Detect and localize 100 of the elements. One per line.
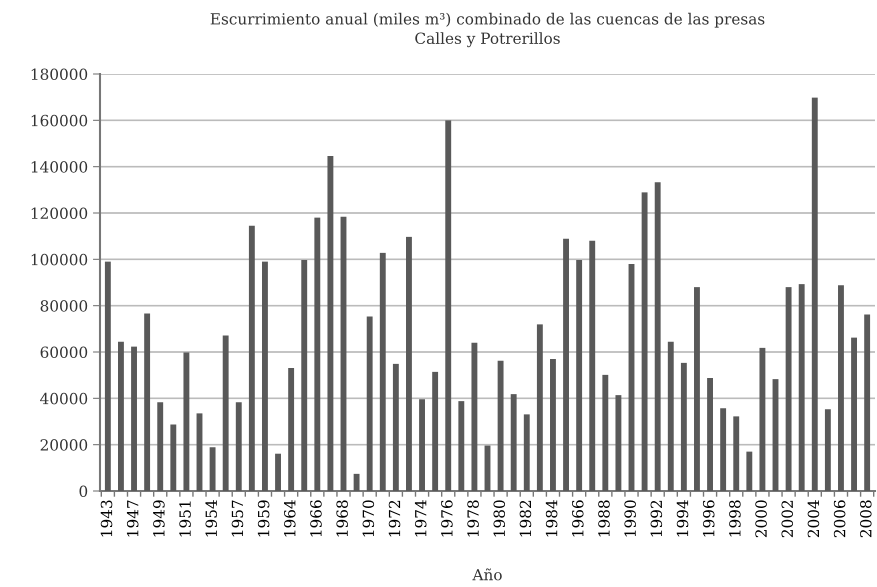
bar — [327, 156, 334, 491]
bar — [354, 474, 360, 491]
bar — [301, 260, 308, 491]
bar — [654, 182, 661, 491]
bar — [786, 287, 792, 491]
x-tick-label: 1976 — [441, 500, 453, 536]
bar — [733, 416, 740, 491]
bar — [380, 252, 386, 491]
bar — [838, 285, 844, 491]
bar — [615, 395, 622, 491]
bar — [157, 402, 164, 491]
x-tick-label: 1972 — [388, 500, 400, 536]
bar — [589, 240, 596, 491]
bar — [484, 446, 490, 491]
bar — [248, 226, 255, 491]
x-tick-label: 1982 — [520, 500, 532, 536]
bar — [824, 409, 831, 491]
x-tick-label: 1994 — [676, 500, 688, 536]
x-tick-label: 1959 — [258, 500, 270, 536]
y-tick-label: 40000 — [40, 392, 88, 404]
bar — [563, 238, 569, 491]
bar — [445, 120, 452, 491]
bar — [432, 372, 438, 491]
x-tick-label: 1966 — [572, 500, 584, 536]
chart-title: Escurrimiento anual (miles m³) combinado de las cuencas de las presas Calles y Potrerillos — [210, 12, 764, 48]
x-tick-label: 1996 — [702, 500, 714, 536]
y-tick-label: 60000 — [40, 346, 88, 358]
bar — [720, 408, 726, 491]
bar — [340, 216, 346, 491]
bar — [210, 447, 216, 491]
bar — [104, 262, 111, 491]
y-tick-label: 140000 — [32, 161, 88, 173]
x-tick-label: 1980 — [493, 500, 506, 536]
bar — [275, 454, 281, 491]
x-tick-label: 1992 — [650, 500, 662, 536]
bar — [576, 260, 582, 491]
y-tick-label: 80000 — [40, 300, 88, 312]
x-tick-label: 1947 — [126, 500, 138, 536]
y-tick-label: 100000 — [32, 254, 88, 266]
bar — [694, 287, 700, 491]
bar — [118, 342, 124, 491]
bar — [262, 262, 268, 491]
bar — [550, 358, 556, 491]
x-tick-label: 1951 — [179, 502, 191, 536]
bar — [668, 342, 674, 491]
bar — [196, 413, 202, 491]
bar — [536, 324, 543, 491]
x-tick-label: 1990 — [624, 500, 636, 536]
bar — [314, 218, 320, 491]
bar — [471, 342, 478, 491]
bar — [759, 348, 766, 491]
bar — [602, 374, 608, 491]
x-tick-label: 1974 — [414, 500, 426, 536]
bar — [288, 368, 294, 491]
y-tick-label: 160000 — [32, 114, 88, 126]
bar — [746, 452, 752, 491]
bar — [642, 192, 648, 491]
x-axis-title: Año — [472, 568, 502, 580]
y-tick-label: 180000 — [32, 68, 88, 80]
bar — [680, 362, 687, 491]
y-tick-label: 20000 — [40, 439, 88, 451]
bar — [510, 394, 517, 491]
x-tick-label: 1957 — [232, 500, 244, 536]
x-tick-label: 1949 — [153, 500, 165, 536]
bar — [498, 360, 504, 491]
x-tick-label: 1970 — [362, 500, 374, 536]
x-tick-label: 2002 — [781, 500, 794, 538]
bar — [392, 364, 399, 491]
bar — [183, 352, 190, 491]
x-tick-label: 2000 — [755, 500, 767, 538]
x-tick-label: 2006 — [834, 500, 846, 538]
bar — [366, 316, 373, 491]
bar — [798, 284, 805, 491]
bar — [628, 264, 634, 491]
x-tick-label: 1984 — [546, 500, 558, 536]
x-tick-label: 2008 — [860, 500, 872, 538]
x-tick-label: 1943 — [100, 500, 112, 536]
bar — [406, 236, 412, 491]
x-tick-label: 1988 — [598, 500, 610, 536]
bar — [524, 414, 530, 491]
x-tick-label: 1968 — [336, 500, 348, 536]
x-tick-label: 1978 — [467, 500, 479, 536]
bar — [458, 401, 464, 491]
x-tick-label: 1954 — [205, 500, 218, 536]
bar — [144, 314, 150, 491]
bar — [222, 336, 229, 491]
y-tick-label: 120000 — [32, 207, 88, 220]
x-tick-label: 1964 — [284, 500, 296, 536]
bar — [707, 378, 713, 491]
bar — [812, 98, 818, 491]
x-tick-label: 1998 — [729, 500, 741, 536]
x-tick-label: 1966 — [310, 500, 322, 536]
y-tick-label: 0 — [79, 485, 88, 498]
bar — [170, 424, 176, 491]
bar — [236, 402, 242, 491]
bar — [419, 399, 425, 491]
bar — [851, 338, 857, 491]
bar — [131, 346, 137, 491]
bar — [864, 314, 870, 491]
bar — [772, 379, 778, 491]
